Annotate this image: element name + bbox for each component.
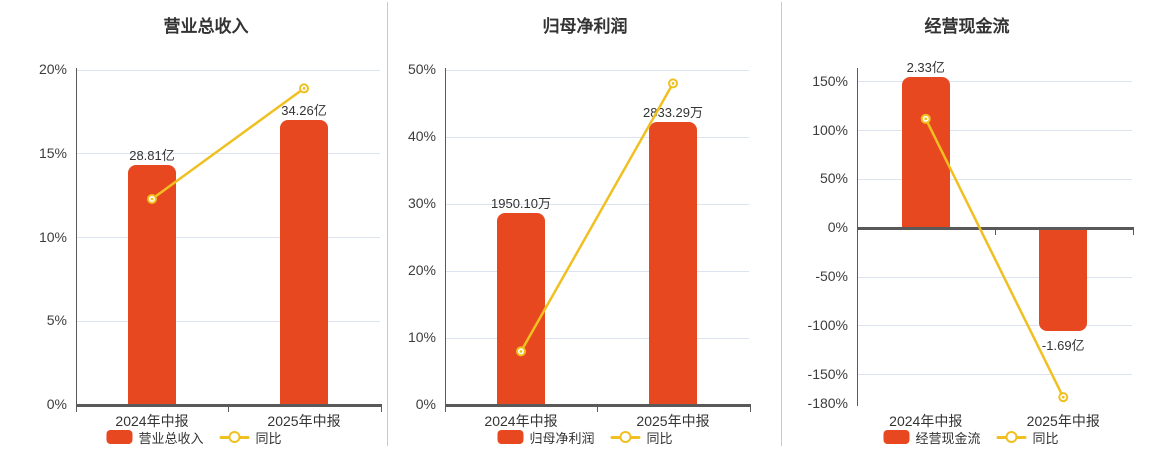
y-tick-label: 40%: [407, 128, 436, 144]
x-axis-tick: [381, 407, 382, 412]
x-axis-tick: [228, 407, 229, 412]
y-gridline: [857, 325, 1132, 327]
y-gridline: [445, 69, 749, 71]
legend: 经营现金流 同比: [883, 428, 1059, 447]
legend-item-归母净利润[interactable]: 归母净利润: [497, 428, 595, 447]
y-gridline: [445, 337, 749, 339]
y-tick-label: 50%: [819, 170, 848, 187]
x-axis-tick: [597, 407, 598, 412]
legend-item-yoy[interactable]: 同比: [996, 428, 1059, 447]
y-tick-label: -100%: [807, 316, 848, 333]
y-gridline: [76, 69, 380, 71]
x-axis-tick: [445, 407, 446, 412]
panel-divider: [781, 2, 782, 446]
bar-2025年中报[interactable]: [649, 122, 697, 405]
bar-2024年中报[interactable]: [497, 212, 545, 405]
legend: 归母净利润 同比: [497, 428, 673, 447]
bar-2025年中报[interactable]: [1039, 228, 1088, 331]
y-tick-label: 0%: [415, 396, 436, 412]
y-tick-label: 150%: [812, 72, 848, 89]
y-gridline: [76, 237, 380, 238]
chart-title-cashflow: 经营现金流: [924, 17, 1010, 36]
y-tick-label: 15%: [38, 144, 67, 161]
x-axis-tick: [857, 230, 858, 236]
y-gridline: [445, 270, 749, 272]
y-gridline: [857, 178, 1132, 180]
legend: 营业总收入 同比: [106, 428, 282, 447]
bar-value-label: 2833.29万: [643, 105, 703, 121]
bar-2024年中报[interactable]: [128, 165, 176, 405]
y-tick-label: -150%: [807, 365, 848, 382]
legend-label: 经营现金流: [915, 430, 981, 446]
legend-line-marker-icon: [610, 430, 641, 444]
bar-2024年中报[interactable]: [901, 76, 950, 229]
y-tick-label: 10%: [38, 228, 67, 245]
y-axis-line: [76, 68, 77, 407]
bar-value-label: 2.33亿: [906, 59, 945, 75]
y-tick-label: 0%: [827, 219, 848, 236]
x-axis-tick: [76, 407, 77, 412]
legend-bar-swatch: [106, 430, 133, 444]
legend-item-yoy[interactable]: 同比: [610, 428, 673, 447]
legend-label: 同比: [255, 430, 282, 446]
y-tick-label: 100%: [812, 121, 848, 138]
panel-divider: [387, 2, 388, 446]
legend-label: 同比: [646, 430, 673, 446]
legend-bar-swatch: [883, 430, 910, 444]
bar-2025年中报[interactable]: [280, 120, 328, 405]
x-category-label: 2025年中报: [267, 413, 341, 429]
bar-value-label: -1.69亿: [1041, 337, 1085, 353]
x-axis-tick: [750, 407, 751, 412]
y-tick-label: 5%: [46, 312, 67, 329]
x-category-label: 2024年中报: [115, 413, 189, 429]
chart-title-netprofit: 归母净利润: [542, 17, 628, 36]
y-tick-label: 0%: [46, 396, 67, 412]
y-gridline: [857, 130, 1132, 132]
x-axis-line: [445, 404, 751, 407]
bar-value-label: 1950.10万: [491, 195, 551, 211]
x-category-label: 2025年中报: [636, 413, 710, 429]
yoy-data-point[interactable]: [299, 83, 309, 94]
legend-label: 同比: [1032, 430, 1059, 446]
legend-bar-swatch: [497, 430, 524, 444]
yoy-data-point-dot: [671, 82, 675, 85]
x-axis-line: [857, 227, 1134, 231]
y-gridline: [76, 320, 380, 322]
legend-item-经营现金流[interactable]: 经营现金流: [883, 428, 981, 447]
yoy-data-point-dot: [302, 87, 306, 90]
y-tick-label: -180%: [807, 395, 848, 411]
bar-value-label: 34.26亿: [281, 103, 327, 119]
yoy-data-point[interactable]: [1058, 392, 1069, 403]
y-gridline: [857, 81, 1132, 83]
y-gridline: [857, 276, 1132, 278]
y-tick-label: 10%: [407, 329, 436, 345]
bar-value-label: 28.81亿: [129, 148, 175, 164]
y-tick-label: 20%: [38, 61, 67, 77]
y-tick-label: 50%: [407, 61, 436, 77]
x-axis-tick: [1133, 230, 1134, 236]
x-category-label: 2024年中报: [484, 413, 558, 429]
legend-line-marker-icon: [219, 430, 250, 444]
x-axis-line: [76, 404, 382, 407]
x-axis-tick: [994, 230, 996, 236]
legend-item-yoy[interactable]: 同比: [219, 428, 282, 447]
x-category-label: 2025年中报: [1026, 413, 1100, 429]
y-axis-line: [445, 68, 446, 407]
legend-label: 归母净利润: [529, 430, 595, 446]
x-category-label: 2024年中报: [889, 413, 963, 429]
yoy-data-point[interactable]: [668, 78, 678, 89]
y-gridline: [445, 136, 749, 138]
y-gridline: [857, 374, 1132, 376]
chart-title-revenue: 营业总收入: [163, 17, 249, 36]
y-axis-line: [857, 68, 858, 406]
legend-label: 营业总收入: [138, 430, 204, 446]
y-tick-label: 20%: [407, 262, 436, 278]
legend-item-营业总收入[interactable]: 营业总收入: [106, 428, 204, 447]
y-gridline: [76, 153, 380, 155]
legend-line-marker-icon: [996, 430, 1027, 444]
yoy-data-point-dot: [1061, 395, 1065, 399]
y-tick-label: 30%: [407, 195, 436, 211]
y-tick-label: -50%: [815, 268, 848, 285]
